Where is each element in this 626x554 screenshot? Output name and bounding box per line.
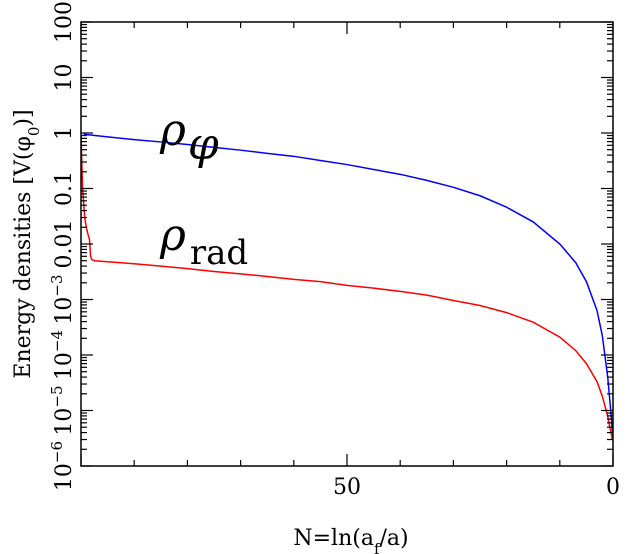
y-tick-label: 10 bbox=[52, 64, 77, 92]
series-label-rho-rad: ρ rad bbox=[159, 210, 248, 273]
y-axis-title: Energy densities [V(φ0)] bbox=[11, 109, 43, 378]
series-label-rho-phi: ρφ bbox=[159, 105, 219, 170]
y-tick-label: 10−3 bbox=[48, 274, 77, 324]
series-line-rho-rad bbox=[81, 135, 613, 440]
x-tick-label: 0 bbox=[606, 475, 620, 500]
series-line-rho-phi bbox=[83, 133, 613, 433]
x-tick-label: 50 bbox=[333, 475, 361, 500]
y-tick-label: 1 bbox=[52, 126, 77, 140]
x-axis-title: N=ln(af/a) bbox=[293, 526, 408, 554]
y-tick-label: 10−5 bbox=[48, 385, 77, 435]
y-tick-label: 0.01 bbox=[52, 220, 77, 269]
y-tick-label: 10−6 bbox=[48, 441, 77, 491]
y-tick-label: 10−4 bbox=[48, 330, 77, 380]
y-tick-label: 100 bbox=[52, 1, 77, 43]
y-tick-label: 0.1 bbox=[52, 171, 77, 206]
